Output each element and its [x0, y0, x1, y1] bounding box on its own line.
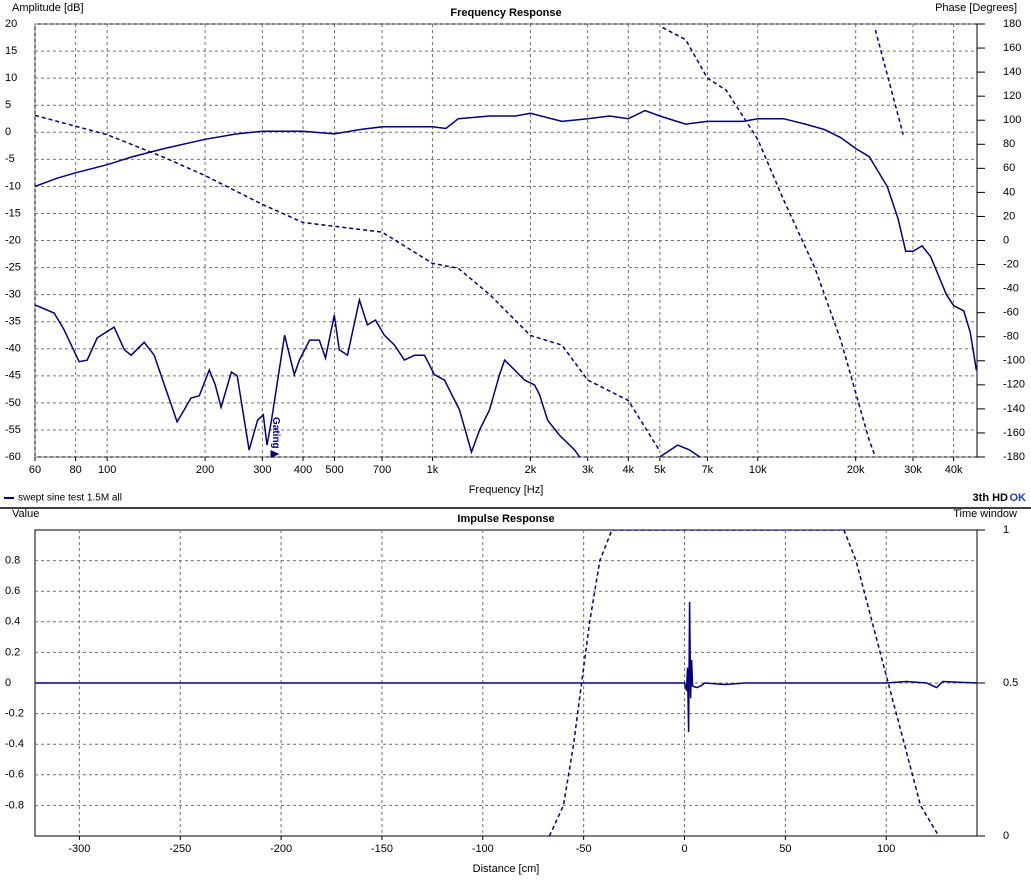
y2-tick-label: 140 [1003, 66, 1021, 78]
y2-tick-label: 180 [1003, 18, 1021, 30]
x-tick-label: 7k [702, 464, 714, 476]
x-tick-label: 4k [623, 464, 635, 476]
y2-tick-label: -40 [1003, 283, 1019, 295]
y2-tick-label: 0 [1003, 830, 1009, 842]
annotation: Gating [270, 417, 281, 449]
y2-tick-label: -60 [1003, 307, 1019, 319]
y-tick-label: -20 [5, 234, 21, 246]
y-tick-label: 5 [5, 99, 11, 111]
series-line [35, 297, 701, 457]
y-tick-label: 20 [5, 18, 17, 30]
y-tick-label: -45 [5, 370, 21, 382]
series-line [35, 109, 977, 371]
x-tick-label: -150 [371, 843, 393, 855]
x-tick-label: 10k [749, 464, 767, 476]
x-tick-label: 30k [904, 464, 922, 476]
y-tick-label: 0.6 [5, 585, 20, 597]
annotation-arrow [270, 450, 280, 458]
y2-tick-label: -20 [1003, 258, 1019, 270]
y2-tick-label: 60 [1003, 162, 1015, 174]
x-tick-label: 5k [654, 464, 666, 476]
y-tick-label: -50 [5, 397, 21, 409]
x-tick-label: 100 [98, 464, 116, 476]
x-tick-label: 60 [29, 464, 41, 476]
y-axis-label: Value [12, 508, 39, 520]
y-tick-label: -0.8 [5, 799, 24, 811]
y2-axis-label: Time window [953, 508, 1017, 520]
y2-tick-label: -120 [1003, 379, 1025, 391]
y-tick-label: -5 [5, 153, 15, 165]
y2-tick-label: -80 [1003, 331, 1019, 343]
y-tick-label: 0 [5, 126, 11, 138]
y-tick-label: -0.6 [5, 769, 24, 781]
x-tick-label: 1k [427, 464, 439, 476]
y-tick-label: 0 [5, 677, 11, 689]
y-tick-label: -35 [5, 316, 21, 328]
y2-tick-label: 1 [1003, 524, 1009, 536]
x-tick-label: 400 [294, 464, 312, 476]
x-tick-label: 700 [373, 464, 391, 476]
y-tick-label: 0.2 [5, 646, 20, 658]
x-axis-label: Distance [cm] [473, 863, 540, 875]
y2-tick-label: 20 [1003, 210, 1015, 222]
series-line [548, 530, 940, 836]
y2-tick-label: -100 [1003, 355, 1025, 367]
y-tick-label: -15 [5, 207, 21, 219]
x-tick-label: -250 [169, 843, 191, 855]
x-tick-label: 300 [253, 464, 271, 476]
y-tick-label: -0.4 [5, 738, 24, 750]
y-tick-label: 0.4 [5, 616, 20, 628]
x-tick-label: 20k [847, 464, 865, 476]
y2-tick-label: -140 [1003, 403, 1025, 415]
y-tick-label: 10 [5, 72, 17, 84]
x-axis-label: Frequency [Hz] [469, 484, 544, 496]
y2-axis-label: Phase [Degrees] [935, 2, 1017, 14]
y2-tick-label: 160 [1003, 42, 1021, 54]
x-tick-label: -50 [576, 843, 592, 855]
y2-tick-label: -180 [1003, 451, 1025, 463]
series-line [35, 26, 904, 457]
x-tick-label: 80 [70, 464, 82, 476]
x-tick-label: -200 [270, 843, 292, 855]
y-tick-label: 15 [5, 45, 17, 57]
y-tick-label: -10 [5, 180, 21, 192]
y-tick-label: -40 [5, 343, 21, 355]
status-label: OK [1010, 492, 1027, 504]
x-tick-label: 40k [945, 464, 963, 476]
x-tick-label: 0 [681, 843, 687, 855]
y-tick-label: 0.8 [5, 555, 20, 567]
y2-tick-label: 40 [1003, 186, 1015, 198]
series-line [35, 601, 977, 733]
y-tick-label: -30 [5, 289, 21, 301]
x-tick-label: 2k [525, 464, 537, 476]
y2-tick-label: 120 [1003, 90, 1021, 102]
y-tick-label: -55 [5, 424, 21, 436]
y2-tick-label: -160 [1003, 427, 1025, 439]
legend-label: 3th HD [973, 492, 1009, 504]
x-tick-label: 200 [196, 464, 214, 476]
y-axis-label: Amplitude [dB] [12, 2, 84, 14]
y-tick-label: -0.2 [5, 708, 24, 720]
y2-tick-label: 0 [1003, 234, 1009, 246]
x-tick-label: 50 [779, 843, 791, 855]
y2-tick-label: 80 [1003, 138, 1015, 150]
chart-title: Impulse Response [457, 513, 554, 525]
x-tick-label: 100 [877, 843, 895, 855]
chart-title: Frequency Response [450, 7, 561, 19]
legend-label: swept sine test 1.5M all [18, 493, 122, 504]
y-tick-label: -60 [5, 451, 21, 463]
x-tick-label: -100 [472, 843, 494, 855]
x-tick-label: 3k [582, 464, 594, 476]
y2-tick-label: 0.5 [1003, 677, 1018, 689]
x-tick-label: 500 [325, 464, 343, 476]
y2-tick-label: 100 [1003, 114, 1021, 126]
y-tick-label: -25 [5, 261, 21, 273]
x-tick-label: -300 [68, 843, 90, 855]
